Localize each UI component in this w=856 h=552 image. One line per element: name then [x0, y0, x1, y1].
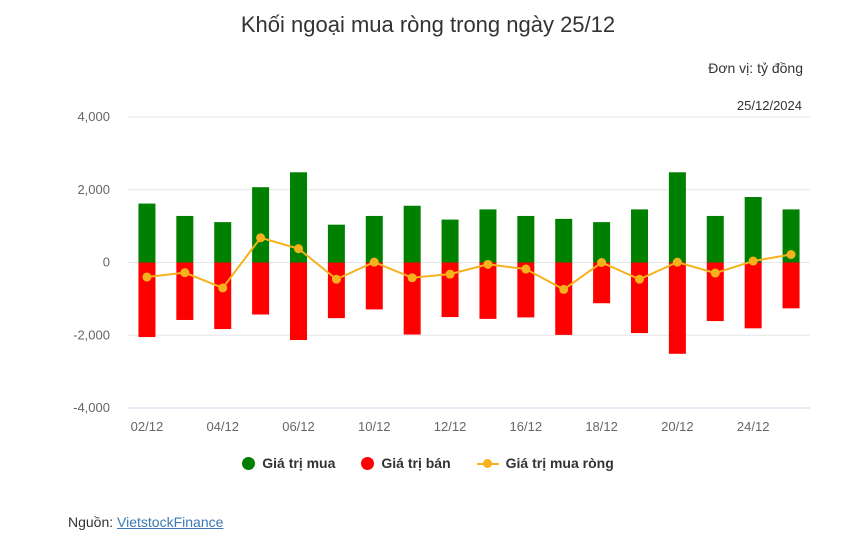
net-point	[635, 274, 644, 284]
net-point	[672, 257, 682, 267]
bar-buy	[365, 215, 383, 263]
y-tick-label: 0	[103, 255, 110, 270]
y-tick-label: -2,000	[73, 327, 110, 342]
chart-plot: 4,000 2,000 0 -2,000 -4,000 02/12 04/12 06/12 10…	[73, 109, 810, 434]
bar-buy	[706, 215, 724, 263]
legend-net-marker	[476, 457, 499, 470]
bar-sell	[555, 262, 573, 335]
y-tick-label: 4,000	[77, 109, 110, 124]
bar-buy	[631, 209, 648, 263]
net-point	[445, 269, 455, 279]
x-tick-label: 06/12	[282, 419, 315, 434]
chart-legend: Giá trị mua Giá trị bán Giá trị mua ròng	[0, 455, 856, 471]
legend-item-net[interactable]: Giá trị mua ròng	[476, 455, 614, 471]
net-line	[146, 236, 792, 291]
x-tick-label: 18/12	[585, 419, 618, 434]
net-point	[256, 233, 266, 243]
bar-buy	[138, 203, 156, 263]
unit-label: Đơn vị: tỷ đồng	[708, 60, 803, 76]
bar-sell	[782, 262, 800, 309]
bar-buy	[176, 215, 194, 263]
source-label: Nguồn:	[68, 514, 118, 530]
bar-buy	[327, 224, 345, 263]
net-point	[180, 268, 190, 278]
bar-sell	[290, 262, 307, 340]
bar-sell	[517, 262, 535, 318]
net-point	[483, 259, 493, 269]
bar-buy	[744, 197, 762, 263]
net-point	[331, 274, 341, 284]
bar-sell	[744, 262, 762, 329]
bar-sell	[365, 262, 383, 310]
x-tick-label: 02/12	[131, 419, 164, 434]
bar-sell	[706, 262, 724, 322]
x-tick-label: 24/12	[737, 419, 770, 434]
bar-sell	[441, 262, 459, 318]
bar-sell	[631, 262, 648, 334]
source-note: Nguồn: VietstockFinance	[68, 514, 223, 530]
bar-sell	[593, 262, 611, 304]
y-tick-label: 2,000	[77, 182, 110, 197]
net-point	[559, 284, 569, 294]
bar-sell	[327, 262, 345, 319]
x-tick-label: 04/12	[206, 419, 239, 434]
bar-sell	[214, 262, 232, 330]
net-point	[369, 257, 379, 267]
bar-sell	[403, 262, 421, 335]
net-point	[786, 249, 796, 259]
net-point	[597, 258, 607, 267]
date-label: 25/12/2024	[736, 98, 802, 113]
net-point	[521, 264, 531, 274]
bar-buy	[290, 172, 307, 263]
bar-buy	[517, 215, 535, 263]
legend-sell-marker	[361, 456, 375, 470]
x-tick-label: 10/12	[358, 419, 391, 434]
legend-net-label: Giá trị mua ròng	[505, 455, 614, 471]
net-point	[294, 244, 303, 254]
bar-buy	[441, 219, 459, 263]
bar-buy	[593, 222, 611, 263]
bar-buy	[479, 209, 497, 263]
bar-sell	[479, 262, 497, 319]
bar-buy	[782, 209, 800, 263]
x-tick-label: 16/12	[510, 419, 543, 434]
legend-item-sell[interactable]: Giá trị bán	[361, 455, 451, 471]
legend-sell-label: Giá trị bán	[381, 455, 451, 471]
net-point	[710, 268, 720, 278]
y-tick-label: -4,000	[73, 400, 110, 415]
bar-sell	[668, 262, 686, 354]
legend-item-buy[interactable]: Giá trị mua	[242, 455, 335, 471]
bar-buy	[668, 172, 686, 263]
net-point	[407, 273, 417, 283]
bar-sell	[252, 262, 270, 315]
legend-buy-label: Giá trị mua	[262, 455, 336, 471]
net-point	[142, 272, 152, 282]
net-point	[218, 283, 228, 293]
bar-buy	[252, 187, 270, 263]
source-link[interactable]: VietstockFinance	[117, 514, 224, 530]
bar-sell	[176, 262, 194, 320]
bar-buy	[214, 222, 232, 263]
net-point	[748, 256, 758, 266]
bar-buy	[555, 218, 573, 263]
bar-buy	[403, 205, 421, 263]
chart-title: Khối ngoại mua ròng trong ngày 25/12	[240, 12, 616, 37]
x-tick-label: 12/12	[434, 419, 467, 434]
x-tick-label: 20/12	[661, 419, 694, 434]
bar-sell	[138, 262, 156, 338]
legend-buy-marker	[242, 456, 256, 470]
